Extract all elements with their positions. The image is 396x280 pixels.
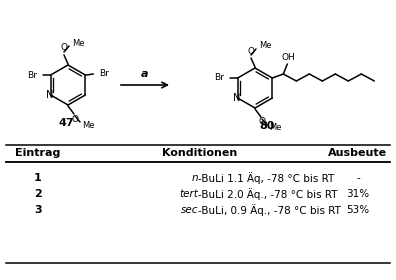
Text: N: N [233,93,240,103]
Text: N: N [46,90,53,100]
Text: Konditionen: Konditionen [162,148,238,158]
Text: Me: Me [269,123,282,132]
Text: 47: 47 [58,118,74,128]
Text: Br: Br [99,69,109,78]
Text: Me: Me [82,120,95,129]
Text: O: O [72,115,78,123]
Text: 80: 80 [259,121,275,131]
Text: -BuLi, 0.9 Äq., -78 °C bis RT: -BuLi, 0.9 Äq., -78 °C bis RT [198,204,341,216]
Text: tert: tert [179,189,198,199]
Text: Br: Br [214,74,224,83]
Text: O: O [61,43,67,53]
Text: sec: sec [181,205,198,215]
Text: -BuLi 1.1 Äq, -78 °C bis RT: -BuLi 1.1 Äq, -78 °C bis RT [198,172,334,184]
Text: Eintrag: Eintrag [15,148,61,158]
Text: -: - [356,173,360,183]
Text: -BuLi 2.0 Äq., -78 °C bis RT: -BuLi 2.0 Äq., -78 °C bis RT [198,188,337,200]
Text: 53%: 53% [346,205,369,215]
Text: Me: Me [72,39,84,48]
Text: Br: Br [27,71,37,80]
Text: 2: 2 [34,189,42,199]
Text: a: a [141,69,149,79]
Text: O: O [248,46,255,55]
Text: 3: 3 [34,205,42,215]
Text: 1: 1 [34,173,42,183]
Text: O: O [259,118,265,127]
Text: n: n [191,173,198,183]
Text: OH: OH [282,53,295,62]
Text: 31%: 31% [346,189,369,199]
Text: Ausbeute: Ausbeute [328,148,388,158]
Text: Me: Me [259,41,272,50]
